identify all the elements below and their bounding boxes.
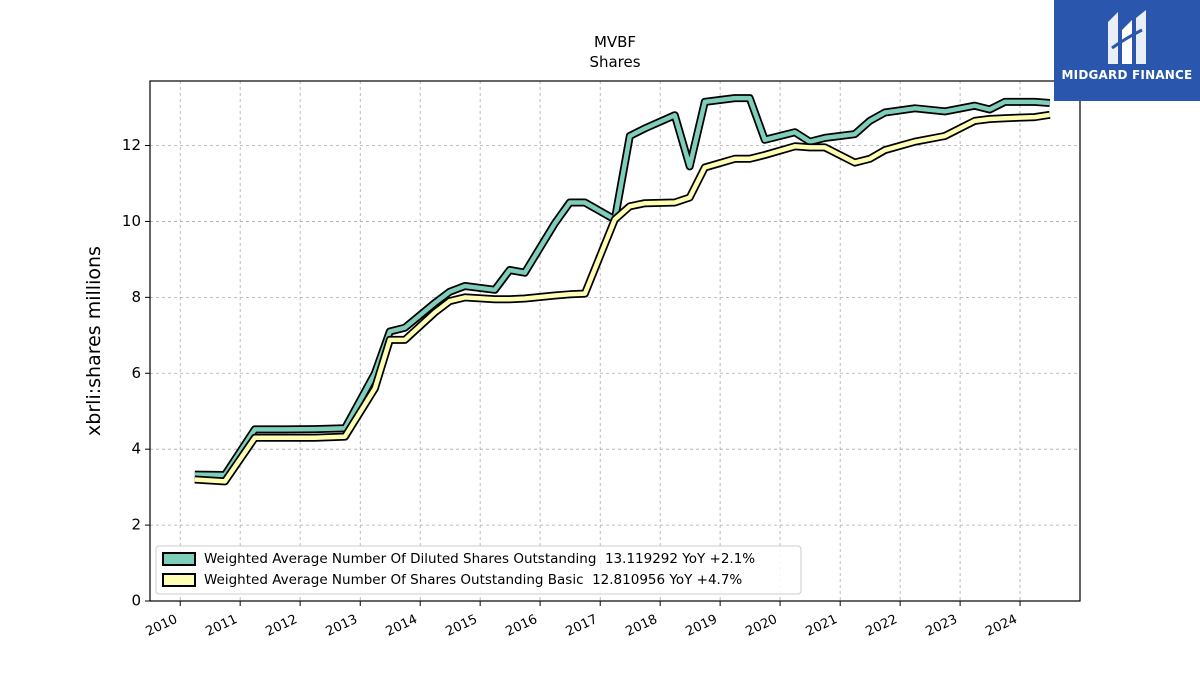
x-tick-label: 2013: [324, 612, 360, 640]
logo-text: MIDGARD FINANCE: [1061, 68, 1193, 82]
y-tick-label: 8: [131, 288, 141, 306]
x-tick-label: 2016: [503, 612, 539, 640]
x-tick-label: 2019: [683, 612, 719, 640]
x-axis: 2010 2011 2012 2013 2014 2015 2016 2017 2018 2019…: [144, 601, 1021, 640]
legend-swatch: [162, 573, 196, 587]
legend-swatch: [162, 552, 196, 566]
y-tick-label: 10: [122, 212, 141, 230]
logo-mark-icon: [1108, 10, 1146, 64]
series-layer: [194, 94, 1051, 486]
legend-label: Weighted Average Number Of Diluted Share…: [204, 551, 755, 567]
x-tick-label: 2012: [263, 612, 299, 640]
legend-box: [155, 545, 802, 595]
grid-lines: [150, 81, 1080, 601]
y-tick-label: 2: [131, 516, 141, 534]
y-axis: 0 2 4 6 8 10 12: [122, 136, 150, 610]
series-outline: [194, 94, 1051, 479]
midgard-finance-logo: MIDGARD FINANCE: [1054, 0, 1200, 101]
y-tick-label: 4: [131, 440, 141, 458]
y-tick-label: 0: [131, 592, 141, 610]
x-tick-label: 2020: [743, 612, 779, 640]
x-tick-label: 2021: [804, 612, 840, 640]
x-tick-label: 2018: [624, 612, 660, 640]
x-tick-label: 2011: [204, 612, 240, 640]
x-tick-label: 2014: [384, 612, 420, 640]
x-tick-label: 2024: [983, 612, 1019, 640]
x-tick-label: 2022: [864, 612, 900, 640]
x-tick-label: 2023: [923, 612, 959, 640]
x-tick-label: 2015: [444, 612, 480, 640]
y-tick-label: 12: [122, 136, 141, 154]
legend-label: Weighted Average Number Of Shares Outsta…: [204, 572, 742, 588]
y-axis-label: xbrli:shares millions: [83, 246, 105, 436]
x-tick-label: 2010: [144, 612, 180, 640]
series-line: [194, 95, 1050, 478]
plot-frame: [149, 80, 1081, 602]
series-line: [194, 112, 1051, 484]
x-tick-label: 2017: [564, 612, 600, 640]
chart-title: MVBF: [594, 33, 636, 51]
legend: Weighted Average Number Of Diluted Share…: [155, 545, 802, 595]
chart-subtitle: Shares: [589, 53, 640, 71]
y-tick-label: 6: [131, 364, 141, 382]
